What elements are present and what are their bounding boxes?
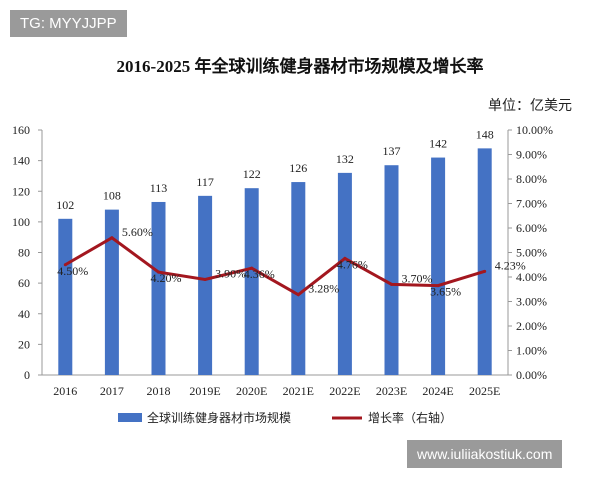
- left-tick-label: 120: [12, 184, 30, 198]
- bar: [198, 195, 213, 375]
- growth-point: [250, 266, 254, 270]
- bar: [431, 157, 446, 375]
- x-tick-label: 2016: [53, 384, 77, 398]
- left-tick-label: 20: [18, 337, 30, 351]
- x-tick-label: 2024E: [422, 384, 453, 398]
- bar-value-label: 122: [243, 167, 261, 181]
- growth-point: [63, 263, 67, 267]
- growth-line: [64, 236, 486, 297]
- x-tick-label: 2023E: [376, 384, 407, 398]
- right-tick-label: 2.00%: [516, 319, 547, 333]
- bar-value-label: 113: [150, 181, 168, 195]
- bar-value-label: 142: [429, 137, 447, 151]
- right-tick-label: 8.00%: [516, 172, 547, 186]
- growth-point: [343, 256, 347, 260]
- bar-value-label: 102: [56, 198, 74, 212]
- bar-value-label: 132: [336, 152, 354, 166]
- bar-value-label: 108: [103, 189, 121, 203]
- growth-point: [296, 293, 300, 297]
- right-tick-label: 0.00%: [516, 368, 547, 382]
- growth-point: [157, 270, 160, 274]
- legend-line-label: 增长率（右轴）: [368, 410, 452, 425]
- growth-label: 4.23%: [495, 258, 526, 272]
- right-tick-label: 10.00%: [516, 123, 553, 137]
- right-tick-label: 7.00%: [516, 197, 547, 211]
- bar-value-label: 137: [383, 144, 401, 158]
- bar: [244, 188, 259, 375]
- bar: [291, 182, 306, 375]
- bar: [104, 209, 119, 375]
- legend-bar-swatch: [118, 413, 142, 422]
- x-tick-label: 2021E: [283, 384, 314, 398]
- growth-label: 5.60%: [122, 225, 153, 239]
- bar: [151, 201, 166, 375]
- left-tick-label: 60: [18, 276, 30, 290]
- bar: [477, 148, 492, 375]
- right-tick-label: 6.00%: [516, 221, 547, 235]
- growth-label: 4.76%: [337, 257, 368, 271]
- right-tick-label: 5.00%: [516, 246, 547, 260]
- left-tick-label: 80: [18, 246, 30, 260]
- bar-value-label: 117: [196, 175, 214, 189]
- x-tick-label: 2019E: [189, 384, 220, 398]
- right-tick-label: 3.00%: [516, 295, 547, 309]
- x-tick-label: 2017: [100, 384, 124, 398]
- growth-label: 4.20%: [151, 271, 182, 285]
- left-tick-label: 0: [24, 368, 30, 382]
- right-tick-label: 9.00%: [516, 148, 547, 162]
- left-tick-label: 160: [12, 123, 30, 137]
- left-tick-label: 40: [18, 307, 30, 321]
- growth-label: 4.50%: [57, 264, 88, 278]
- bar-value-label: 148: [476, 127, 494, 141]
- bar-value-label: 126: [289, 161, 307, 175]
- growth-point: [436, 284, 440, 288]
- legend-bar-label: 全球训练健身器材市场规模: [147, 410, 291, 425]
- bar: [337, 172, 352, 375]
- growth-point: [110, 236, 114, 240]
- right-tick-label: 4.00%: [516, 270, 547, 284]
- growth-label: 3.28%: [308, 282, 339, 296]
- watermark-top: TG: MYYJJPP: [10, 10, 127, 37]
- growth-point: [390, 282, 393, 286]
- growth-point: [203, 277, 207, 281]
- left-tick-label: 100: [12, 215, 30, 229]
- bar: [58, 218, 73, 375]
- bar: [384, 165, 399, 375]
- x-tick-label: 2025E: [469, 384, 500, 398]
- growth-label: 4.36%: [244, 267, 275, 281]
- watermark-bottom: www.iuliiakostiuk.com: [407, 440, 563, 468]
- growth-label: 3.90%: [215, 266, 246, 280]
- left-tick-label: 140: [12, 154, 30, 168]
- x-tick-label: 2020E: [236, 384, 267, 398]
- growth-label: 3.65%: [430, 285, 461, 299]
- right-tick-label: 1.00%: [516, 344, 547, 358]
- x-tick-label: 2018: [147, 384, 171, 398]
- unit-label: 单位：亿美元: [488, 99, 572, 114]
- chart-title: 2016-2025 年全球训练健身器材市场规模及增长率: [116, 57, 484, 76]
- growth-label: 3.70%: [402, 271, 433, 285]
- x-tick-label: 2022E: [329, 384, 360, 398]
- growth-point: [483, 269, 487, 273]
